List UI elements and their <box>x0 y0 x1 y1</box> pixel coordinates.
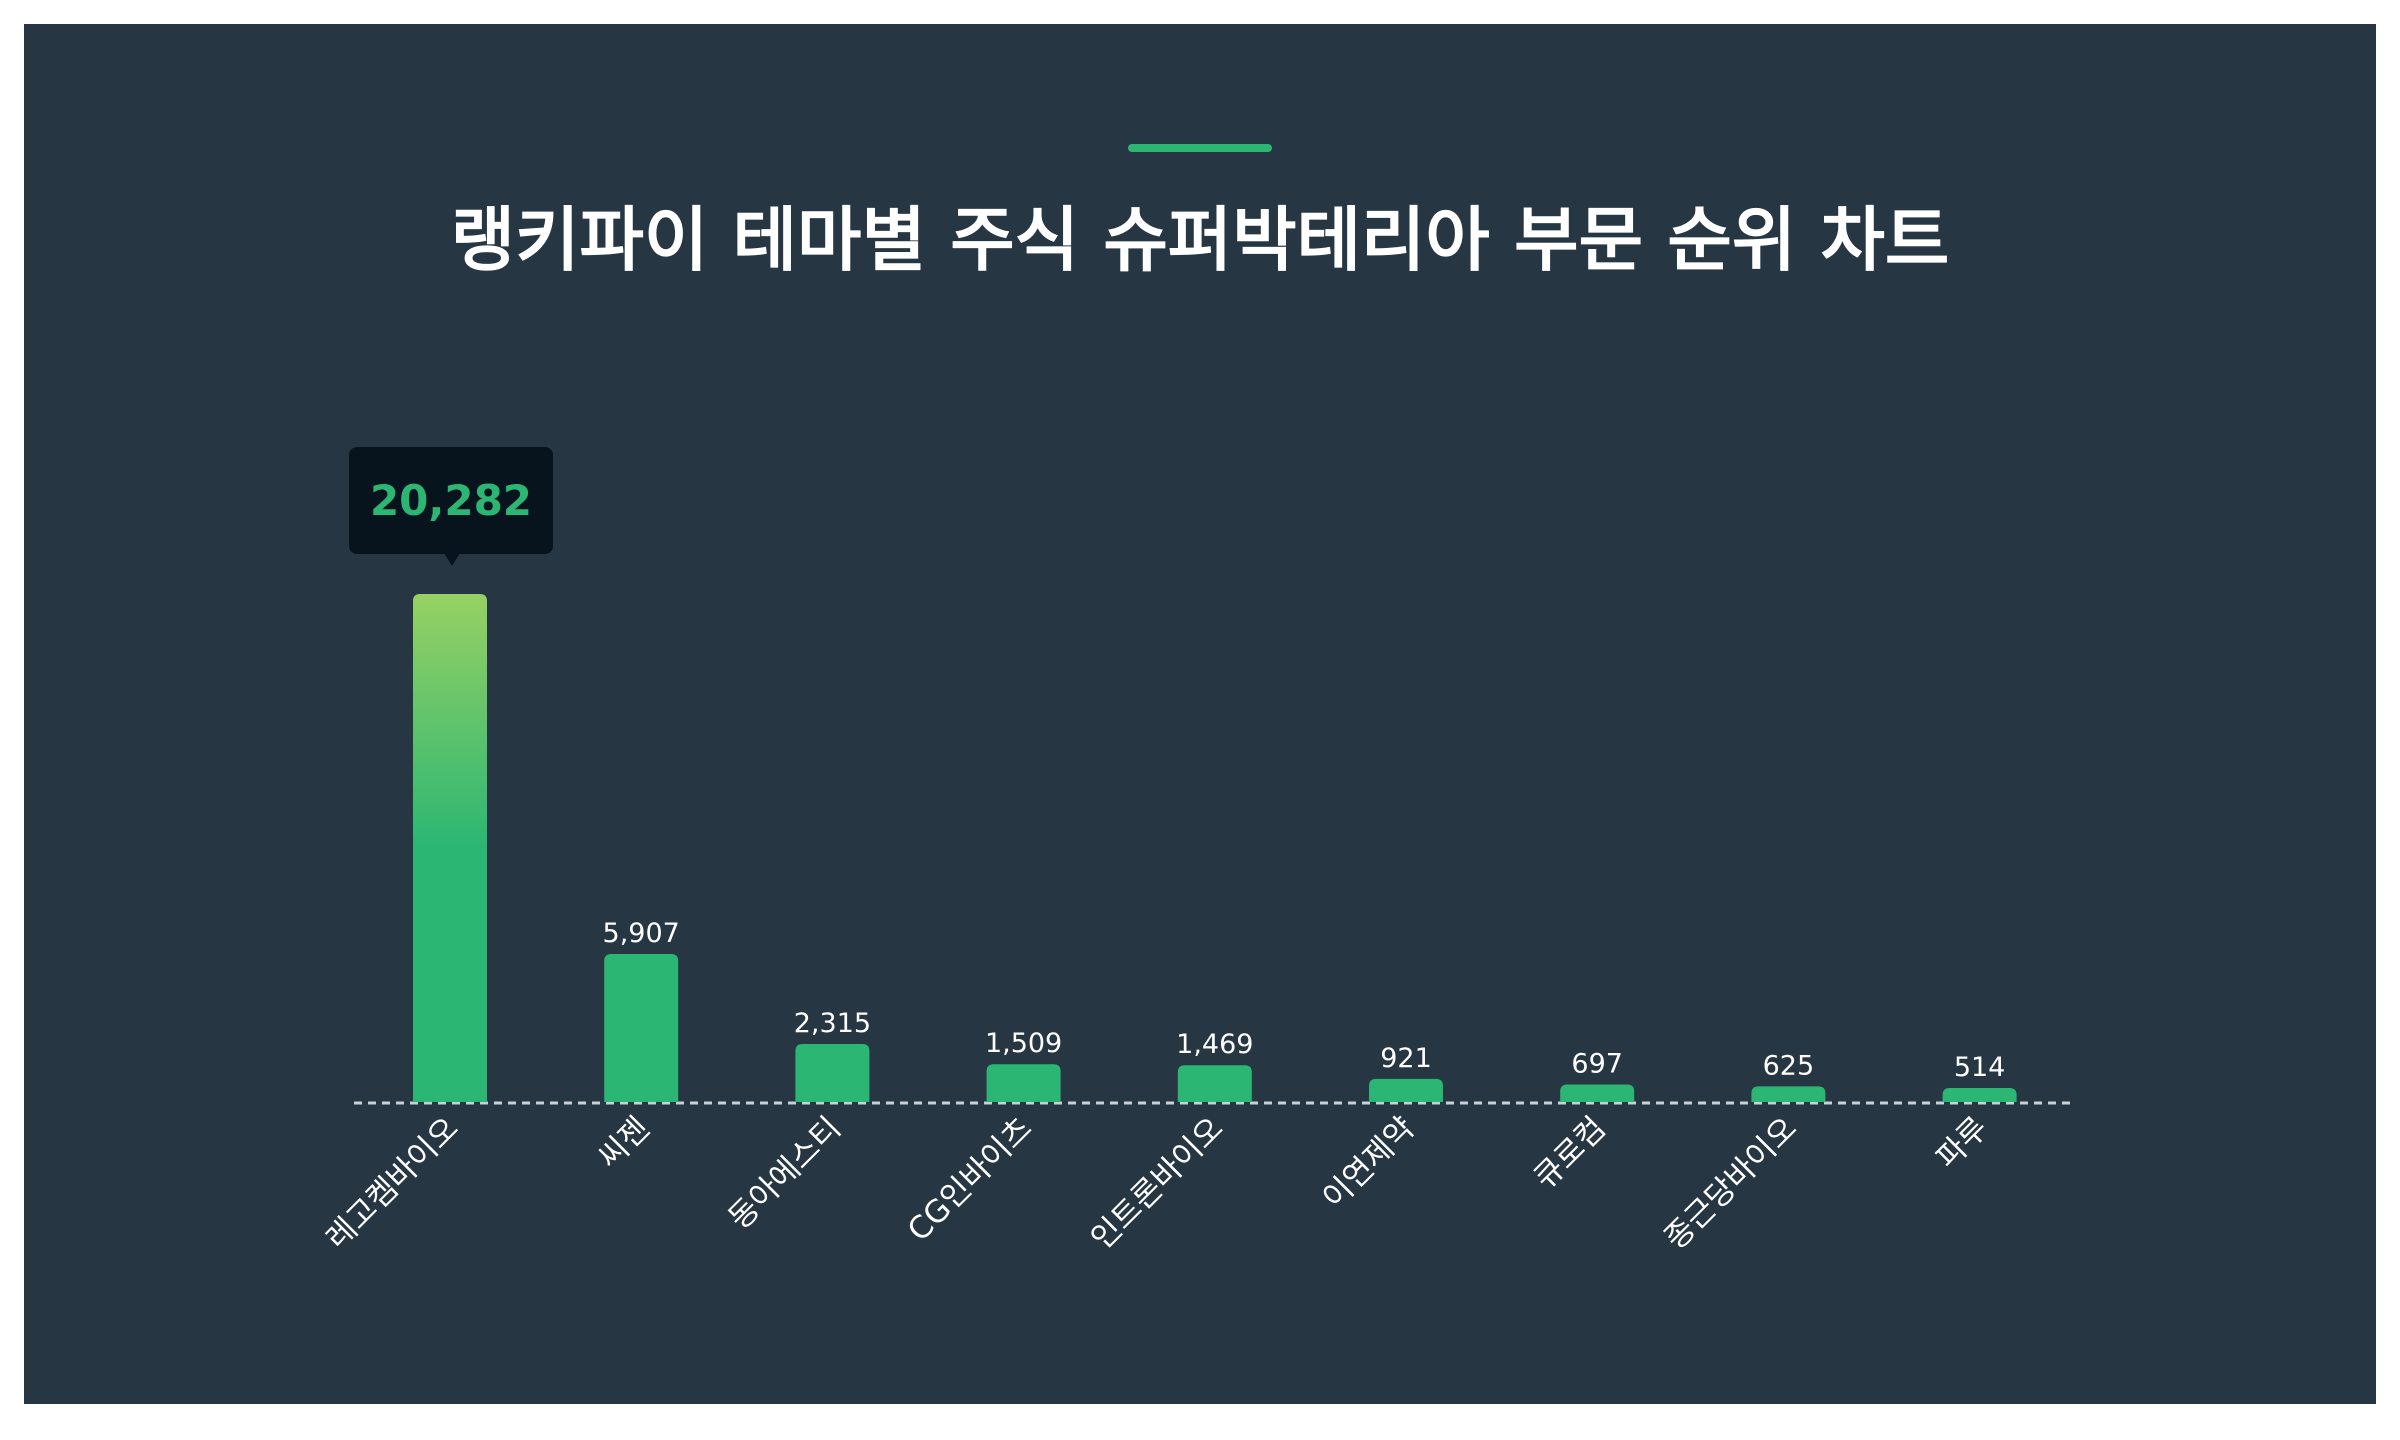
bar[interactable] <box>986 1064 1061 1102</box>
tooltip: 20,282 <box>349 447 553 554</box>
category-label: 큐로컴 <box>1527 1110 1613 1196</box>
chart-title: 랭키파이 테마별 주식 슈퍼박테리아 부문 순위 차트 <box>450 199 1950 281</box>
value-label: 697 <box>1571 1049 1623 1080</box>
bar[interactable] <box>413 594 487 1102</box>
tooltip-arrow <box>444 553 460 566</box>
bar[interactable] <box>1751 1086 1826 1102</box>
bar[interactable] <box>1177 1065 1252 1102</box>
category-label: 이연제약 <box>1316 1110 1422 1216</box>
category-label: 종근당바이오 <box>1658 1110 1804 1256</box>
category-label: 파루 <box>1929 1110 1995 1176</box>
bar[interactable] <box>1369 1078 1443 1102</box>
bar[interactable] <box>795 1044 870 1102</box>
category-label: 동아에스티 <box>722 1110 848 1236</box>
tooltip-value: 20,282 <box>369 476 533 525</box>
value-label: 1,509 <box>985 1028 1062 1059</box>
value-label: 5,907 <box>603 918 680 949</box>
category-label: CG인바이츠 <box>901 1110 1039 1248</box>
bar[interactable] <box>1560 1084 1635 1102</box>
bar[interactable] <box>604 954 679 1102</box>
category-label: 인트론바이오 <box>1084 1110 1230 1256</box>
value-label: 921 <box>1380 1043 1432 1074</box>
category-label: 레고켐바이오 <box>319 1110 465 1256</box>
value-label: 625 <box>1763 1050 1815 1081</box>
value-label: 1,469 <box>1176 1029 1253 1060</box>
bar[interactable] <box>1942 1088 2017 1102</box>
value-label: 514 <box>1954 1052 2006 1083</box>
title-accent-line <box>1128 144 1272 152</box>
value-label: 2,315 <box>794 1008 871 1039</box>
category-label: 씨젠 <box>591 1110 657 1176</box>
